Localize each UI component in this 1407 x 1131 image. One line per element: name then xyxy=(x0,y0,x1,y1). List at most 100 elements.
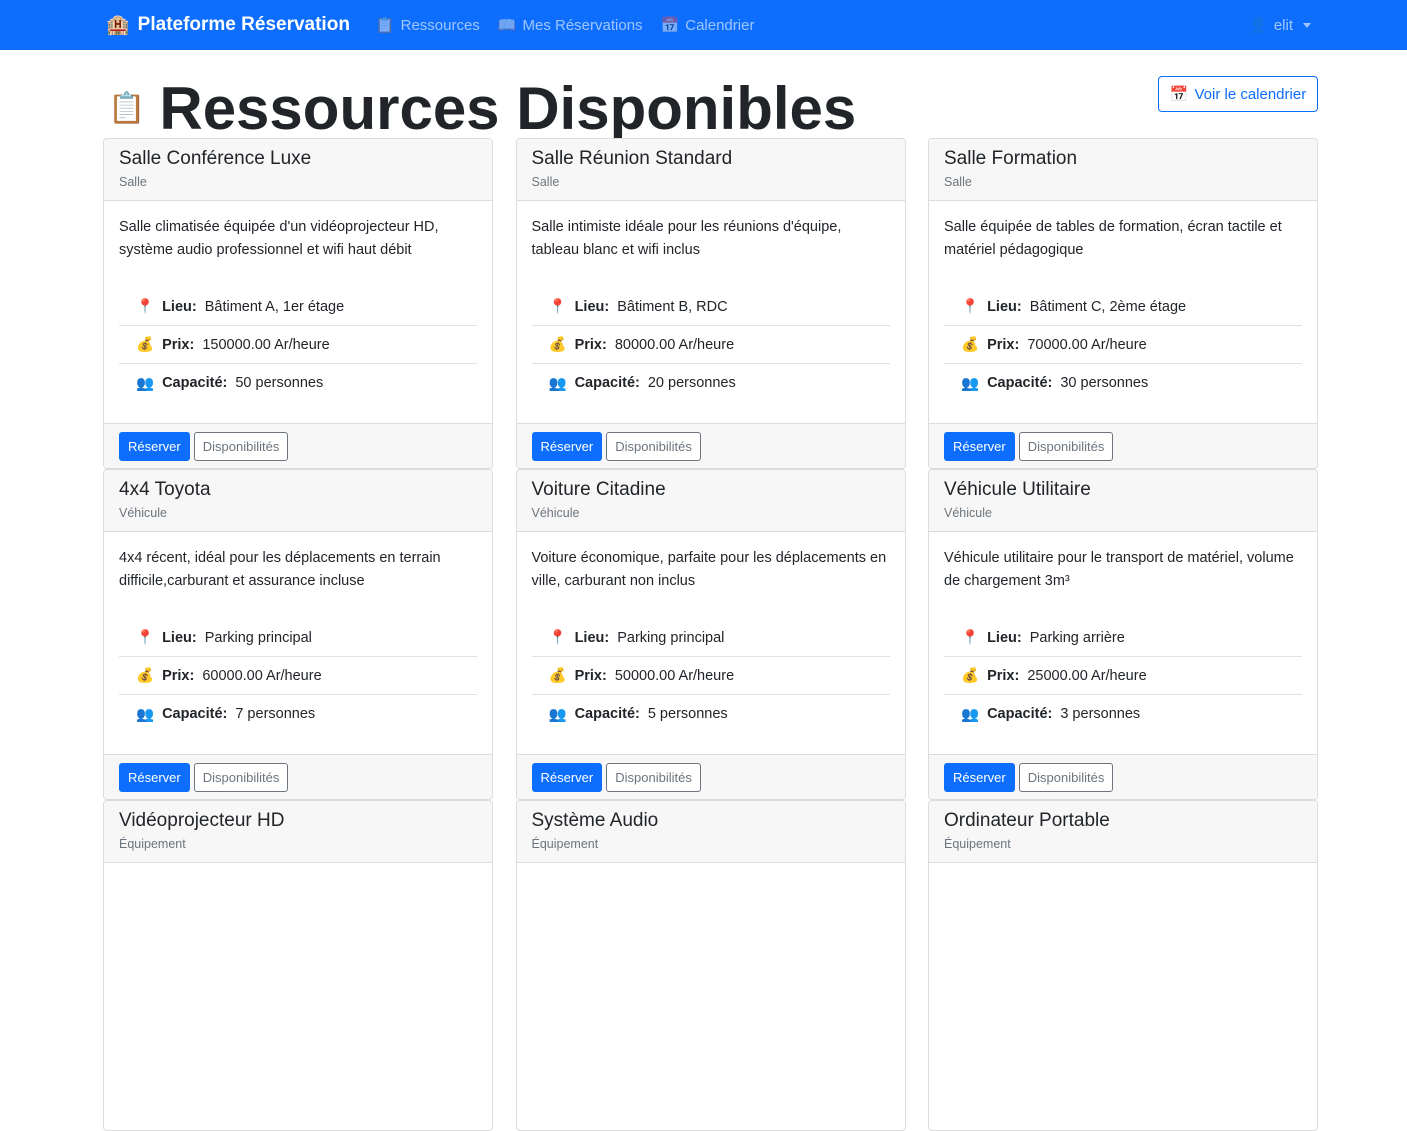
location-item: 📍 Lieu: Parking principal xyxy=(119,619,477,657)
nav-calendrier[interactable]: 📅 Calendrier xyxy=(660,16,755,35)
reserve-button[interactable]: Réserver xyxy=(531,432,603,461)
brand-label: Plateforme Réservation xyxy=(137,14,350,35)
resource-name: Ordinateur Portable xyxy=(944,810,1110,831)
money-bag-icon: 💰 xyxy=(548,337,567,353)
resource-name: Salle Formation xyxy=(944,148,1078,169)
calendar-icon: 📅 xyxy=(660,17,680,34)
resource-description: Salle équipée de tables de formation, éc… xyxy=(944,219,1282,258)
availability-button[interactable]: Disponibilités xyxy=(193,763,289,792)
location-item: 📍 Lieu: Bâtiment C, 2ème étage xyxy=(944,288,1302,326)
label: Prix: xyxy=(162,336,195,353)
card-body: Salle équipée de tables de formation, éc… xyxy=(929,201,1317,423)
pin-icon: 📍 xyxy=(136,630,155,646)
label: Lieu: xyxy=(162,298,197,315)
card-header: Salle Réunion Standard Salle xyxy=(516,139,905,201)
location-value: Parking arrière xyxy=(1029,629,1125,646)
availability-button[interactable]: Disponibilités xyxy=(1018,432,1114,461)
nav-label: Calendrier xyxy=(685,16,755,34)
price-item: 💰 Prix: 70000.00 Ar/heure xyxy=(944,326,1302,364)
price-value: 80000.00 Ar/heure xyxy=(614,336,735,353)
label: Capacité: xyxy=(162,706,228,722)
price-value: 50000.00 Ar/heure xyxy=(614,667,735,684)
pin-icon: 📍 xyxy=(961,630,980,646)
availability-button[interactable]: Disponibilités xyxy=(606,432,701,461)
people-icon: 👥 xyxy=(136,706,155,723)
resource-type: Véhicule xyxy=(119,506,167,520)
label: Prix: xyxy=(987,667,1020,684)
resource-type: Équipement xyxy=(531,837,599,851)
resource-type: Salle xyxy=(531,175,560,189)
label: Capacité: xyxy=(987,706,1053,722)
card-body: Véhicule utilitaire pour le transport de… xyxy=(929,532,1317,754)
resource-card: Véhicule Utilitaire Véhicule Véhicule uti… xyxy=(928,469,1318,800)
label: Capacité: xyxy=(987,375,1053,391)
reserve-button[interactable]: Réserver xyxy=(119,763,190,792)
nav-mes-reservations[interactable]: 📖 Mes Réservations xyxy=(498,16,643,35)
resource-description: 4x4 récent, idéal pour les déplacements … xyxy=(119,550,441,589)
card-body: 4x4 récent, idéal pour les déplacements … xyxy=(104,532,492,754)
resource-description: Salle intimiste idéale pour les réunions… xyxy=(531,219,842,258)
capacity-item: 👥 Capacité: 50 personnes xyxy=(119,364,477,402)
brand-link[interactable]: 🏨 Plateforme Réservation xyxy=(106,13,350,37)
price-item: 💰 Prix: 25000.00 Ar/heure xyxy=(944,657,1302,695)
resource-card: Système Audio Équipement xyxy=(515,800,906,1131)
resource-type: Équipement xyxy=(119,837,186,851)
resource-card: Salle Conférence Luxe Salle Salle climati… xyxy=(103,138,493,469)
card-header: Vidéoprojecteur HD Équipement xyxy=(104,801,492,863)
label: Lieu: xyxy=(162,629,197,646)
card-header: Voiture Citadine Véhicule xyxy=(516,470,905,532)
label: Lieu: xyxy=(574,298,610,315)
reserve-button[interactable]: Réserver xyxy=(944,432,1015,461)
reserve-button[interactable]: Réserver xyxy=(531,763,603,792)
resource-card: Ordinateur Portable Équipement xyxy=(928,800,1318,1131)
button-label: Voir le calendrier xyxy=(1194,85,1307,103)
price-item: 💰 Prix: 50000.00 Ar/heure xyxy=(531,657,890,695)
caret-down-icon xyxy=(1303,22,1311,28)
capacity-value: 30 personnes xyxy=(1060,375,1149,391)
view-calendar-button[interactable]: 📅 Voir le calendrier xyxy=(1158,76,1318,112)
capacity-item: 👥 Capacité: 30 personnes xyxy=(944,364,1302,402)
people-icon: 👥 xyxy=(548,706,567,723)
location-value: Parking principal xyxy=(617,629,725,646)
page-title: 📋 Ressources Disponibles xyxy=(108,74,856,143)
reserve-button[interactable]: Réserver xyxy=(944,763,1015,792)
resource-card: Salle Formation Salle Salle équipée de ta… xyxy=(928,138,1318,469)
capacity-value: 7 personnes xyxy=(235,706,316,722)
availability-button[interactable]: Disponibilités xyxy=(606,763,701,792)
location-item: 📍 Lieu: Bâtiment B, RDC xyxy=(531,288,890,326)
label: Capacité: xyxy=(162,375,228,391)
card-header: Système Audio Équipement xyxy=(516,801,905,863)
price-item: 💰 Prix: 150000.00 Ar/heure xyxy=(119,326,477,364)
user-dropdown[interactable]: 👤 elit xyxy=(1249,16,1311,34)
resource-card: Salle Réunion Standard Salle Salle intimi… xyxy=(515,138,906,469)
money-bag-icon: 💰 xyxy=(136,337,155,353)
location-value: Bâtiment B, RDC xyxy=(617,298,728,315)
people-icon: 👥 xyxy=(548,375,567,392)
label: Prix: xyxy=(987,336,1020,353)
availability-button[interactable]: Disponibilités xyxy=(1018,763,1114,792)
clipboard-icon: 📋 xyxy=(375,17,395,34)
location-value: Bâtiment A, 1er étage xyxy=(204,298,345,315)
location-value: Bâtiment C, 2ème étage xyxy=(1029,298,1187,315)
location-item: 📍 Lieu: Parking arrière xyxy=(944,619,1302,657)
card-header: Véhicule Utilitaire Véhicule xyxy=(929,470,1317,532)
location-value: Parking principal xyxy=(204,629,312,646)
label: Lieu: xyxy=(987,298,1022,315)
capacity-value: 50 personnes xyxy=(235,375,324,391)
hotel-icon: 🏨 xyxy=(106,15,130,36)
label: Capacité: xyxy=(574,375,640,391)
price-value: 25000.00 Ar/heure xyxy=(1027,667,1147,684)
pin-icon: 📍 xyxy=(548,299,567,315)
resource-name: Véhicule Utilitaire xyxy=(944,479,1091,500)
pin-icon: 📍 xyxy=(136,299,155,315)
capacity-item: 👥 Capacité: 20 personnes xyxy=(532,364,890,402)
pin-icon: 📍 xyxy=(961,299,980,315)
reserve-button[interactable]: Réserver xyxy=(119,432,190,461)
resource-card: 4x4 Toyota Véhicule 4x4 récent, idéal pou… xyxy=(103,469,493,800)
card-body: Salle intimiste idéale pour les réunions… xyxy=(517,201,905,423)
nav-ressources[interactable]: 📋 Ressources xyxy=(375,16,480,35)
availability-button[interactable]: Disponibilités xyxy=(193,432,289,461)
card-body: Salle climatisée équipée d'un vidéoproje… xyxy=(104,201,492,423)
money-bag-icon: 💰 xyxy=(136,668,155,684)
card-header: 4x4 Toyota Véhicule xyxy=(104,470,492,532)
